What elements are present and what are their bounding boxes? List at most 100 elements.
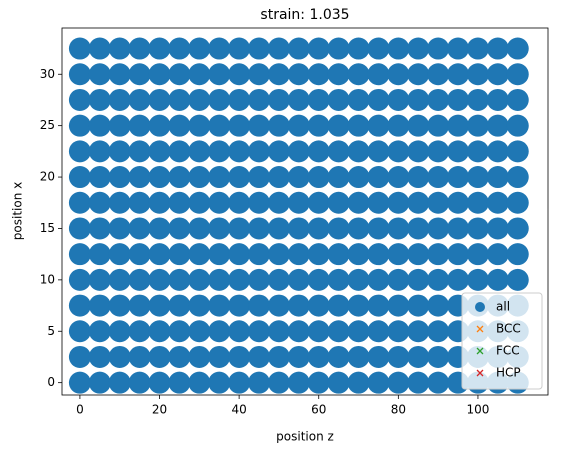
point	[407, 294, 430, 317]
point	[148, 37, 171, 60]
point	[447, 191, 470, 214]
point	[267, 140, 290, 163]
point	[267, 166, 290, 189]
point	[387, 37, 410, 60]
point	[307, 63, 330, 86]
point	[486, 37, 509, 60]
legend-marker	[476, 369, 484, 377]
point	[228, 268, 251, 291]
point	[108, 37, 131, 60]
x-tick-label: 40	[231, 403, 246, 417]
point	[327, 243, 350, 266]
point	[188, 88, 211, 111]
point	[347, 345, 370, 368]
point	[248, 166, 271, 189]
point	[486, 217, 509, 240]
y-tick-label: 0	[47, 375, 55, 389]
point	[307, 371, 330, 394]
point	[307, 88, 330, 111]
point	[108, 191, 131, 214]
point	[188, 268, 211, 291]
point	[486, 191, 509, 214]
point	[108, 140, 131, 163]
point	[466, 243, 489, 266]
x-tick-label: 100	[466, 403, 489, 417]
point	[168, 243, 191, 266]
point	[327, 63, 350, 86]
y-tick-label: 10	[40, 272, 55, 286]
point	[108, 371, 131, 394]
point	[267, 345, 290, 368]
point	[387, 166, 410, 189]
point	[128, 217, 151, 240]
point	[228, 294, 251, 317]
point	[128, 294, 151, 317]
point	[427, 166, 450, 189]
point	[327, 166, 350, 189]
point	[407, 140, 430, 163]
x-tick-label: 60	[311, 403, 326, 417]
point	[367, 37, 390, 60]
point	[108, 166, 131, 189]
point	[427, 63, 450, 86]
point	[407, 243, 430, 266]
point	[228, 371, 251, 394]
point	[267, 37, 290, 60]
point	[407, 191, 430, 214]
point	[128, 114, 151, 137]
point	[188, 320, 211, 343]
point	[427, 140, 450, 163]
point	[407, 371, 430, 394]
point	[367, 166, 390, 189]
point	[168, 140, 191, 163]
point	[327, 345, 350, 368]
point	[267, 114, 290, 137]
legend-label: all	[496, 300, 510, 314]
point	[486, 166, 509, 189]
point	[506, 114, 529, 137]
point	[208, 345, 231, 368]
point	[466, 63, 489, 86]
legend-label: HCP	[496, 366, 521, 380]
point	[387, 294, 410, 317]
point	[108, 294, 131, 317]
point	[148, 243, 171, 266]
point	[327, 88, 350, 111]
point	[228, 191, 251, 214]
point	[387, 268, 410, 291]
point	[228, 88, 251, 111]
point	[108, 320, 131, 343]
legend-marker	[476, 325, 484, 333]
point	[387, 217, 410, 240]
point	[168, 114, 191, 137]
point	[128, 345, 151, 368]
point	[307, 345, 330, 368]
point	[427, 243, 450, 266]
point	[248, 294, 271, 317]
point	[367, 114, 390, 137]
point	[108, 268, 131, 291]
point	[407, 217, 430, 240]
point	[466, 88, 489, 111]
point	[168, 294, 191, 317]
point	[148, 371, 171, 394]
point	[347, 37, 370, 60]
point	[188, 140, 211, 163]
point	[506, 88, 529, 111]
point	[307, 140, 330, 163]
point	[287, 63, 310, 86]
point	[108, 345, 131, 368]
point	[267, 191, 290, 214]
point	[367, 191, 390, 214]
point	[427, 294, 450, 317]
point	[108, 114, 131, 137]
point	[347, 371, 370, 394]
point	[287, 140, 310, 163]
point	[267, 294, 290, 317]
point	[267, 243, 290, 266]
point	[128, 371, 151, 394]
point	[228, 114, 251, 137]
point	[68, 88, 91, 111]
point	[347, 63, 370, 86]
point	[228, 140, 251, 163]
